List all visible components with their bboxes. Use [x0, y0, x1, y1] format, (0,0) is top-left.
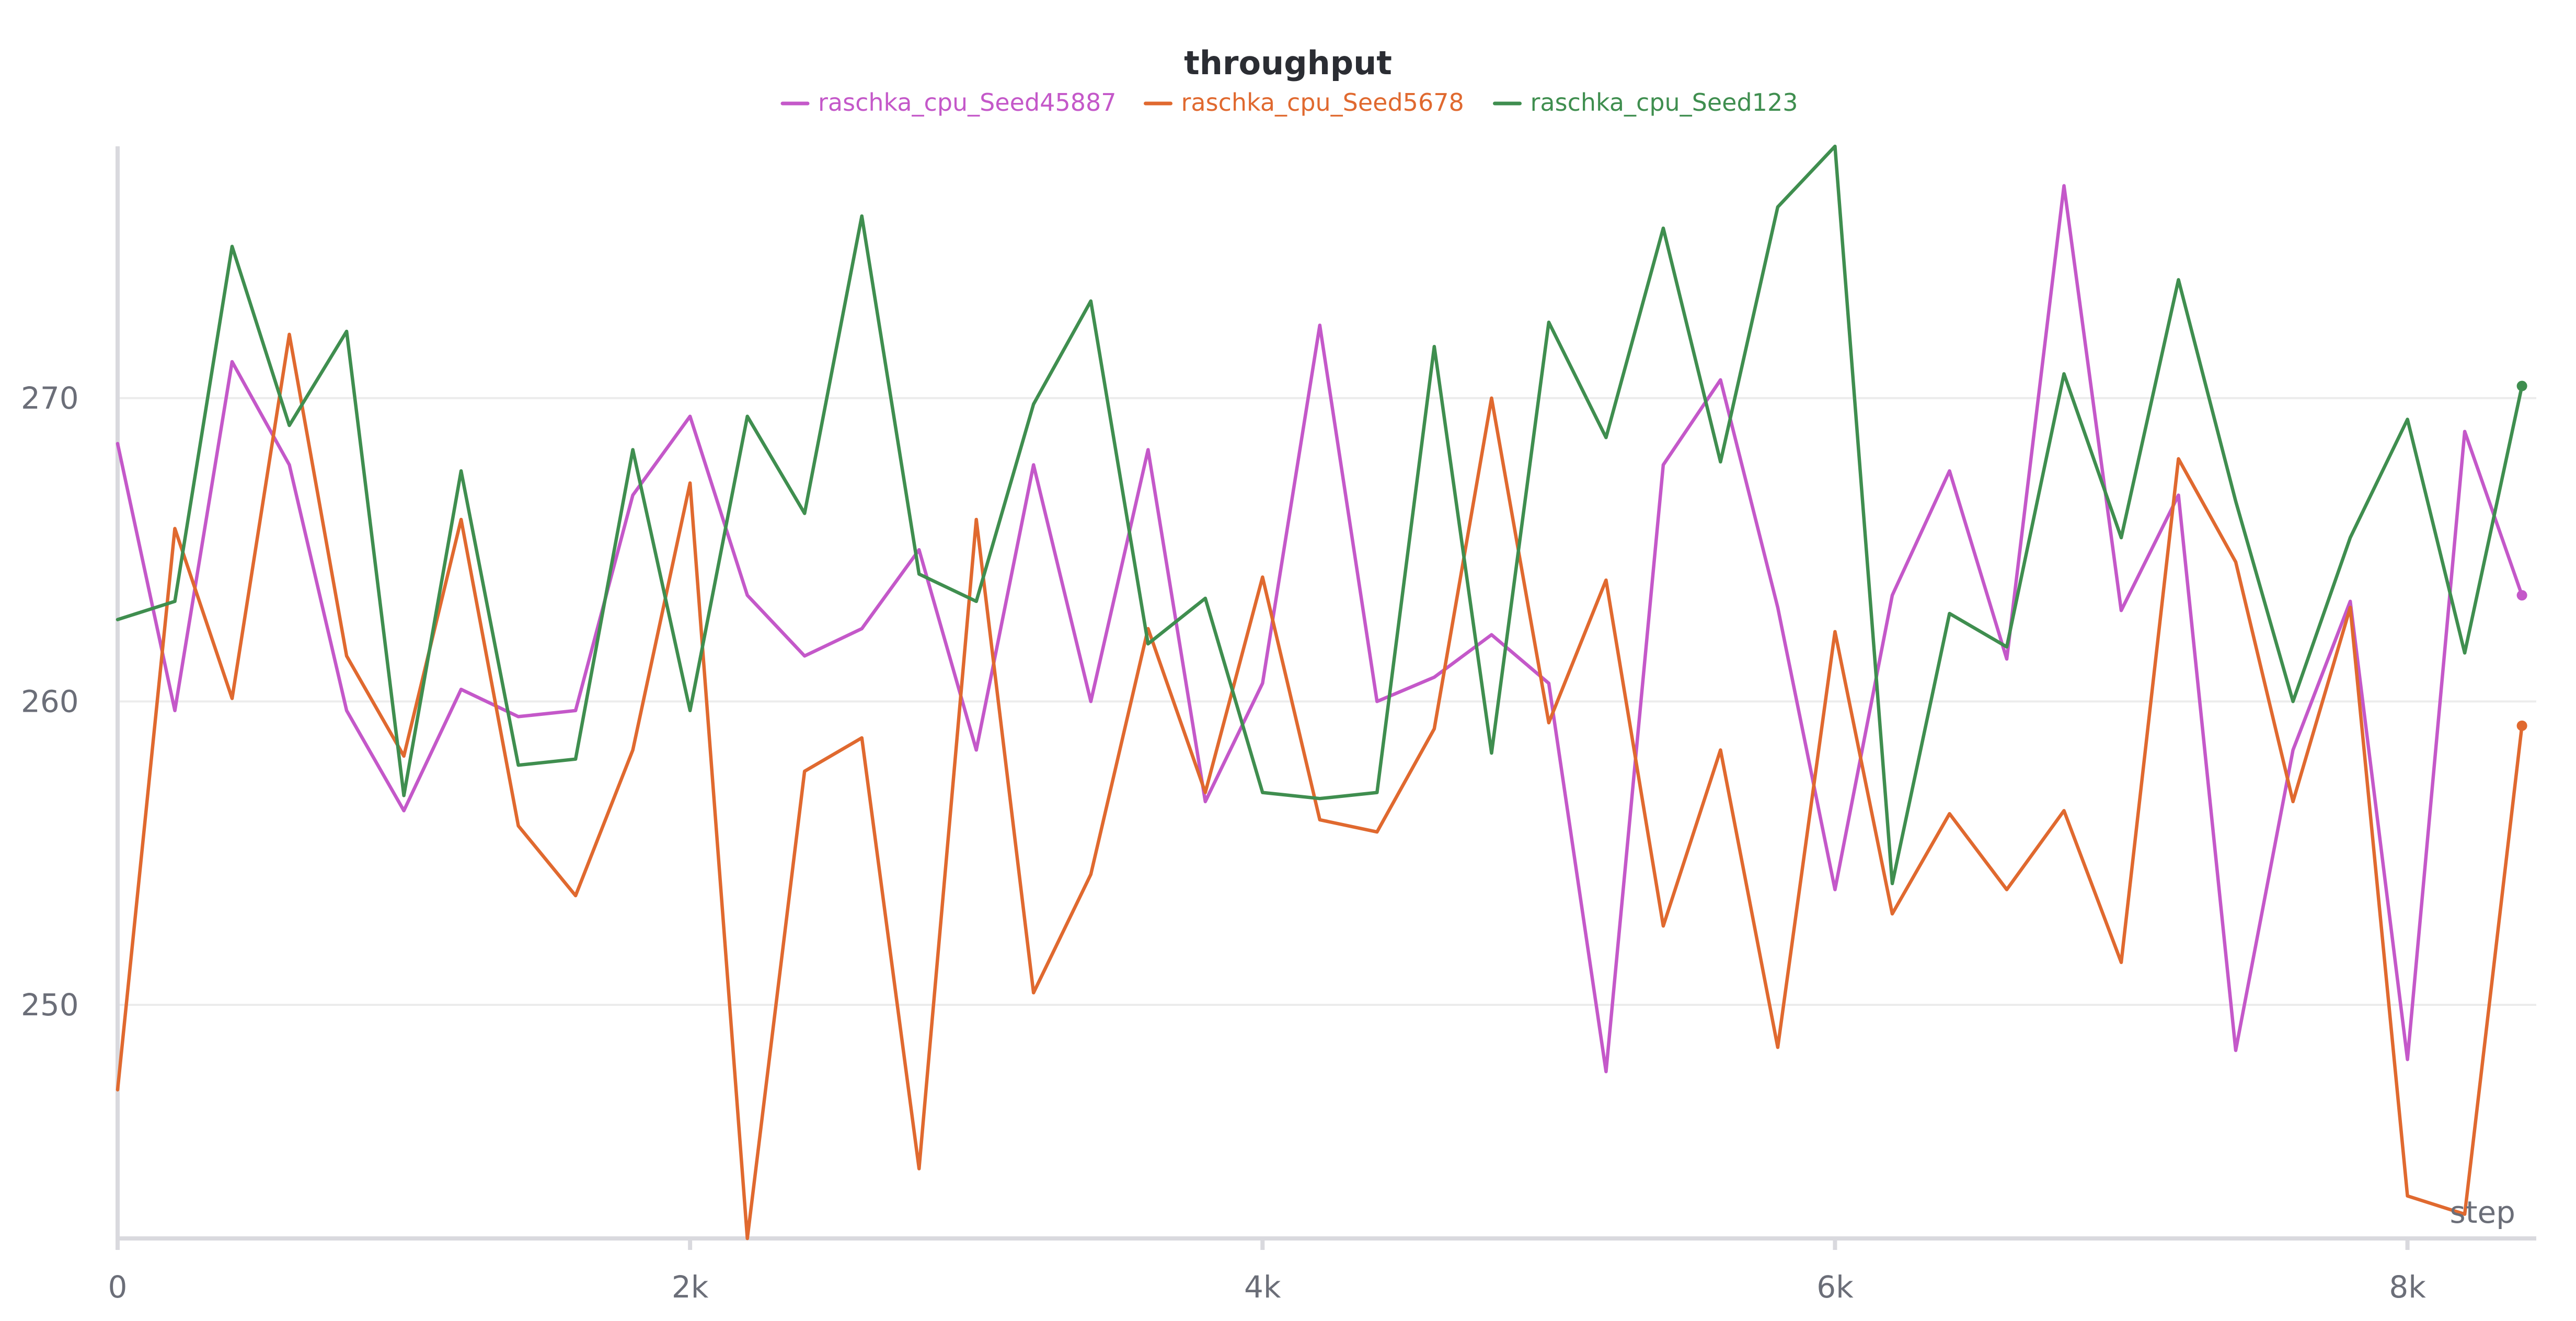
- series-line-raschka_cpu_Seed45887[interactable]: [116, 184, 2524, 1073]
- series-endpoint-raschka_cpu_Seed123: [2516, 380, 2527, 391]
- series-endpoints: [2516, 380, 2527, 731]
- series-endpoint-raschka_cpu_Seed5678: [2516, 720, 2527, 731]
- series-endpoint-raschka_cpu_Seed45887: [2516, 590, 2527, 601]
- x-tick-label: 0: [108, 1269, 128, 1305]
- x-tick-label: 8k: [2389, 1269, 2426, 1305]
- x-axis-label: step: [2450, 1195, 2515, 1230]
- legend[interactable]: raschka_cpu_Seed45887 raschka_cpu_Seed567…: [780, 88, 1798, 117]
- x-axis-ticks: 0 2k 4k 6k 8k: [108, 1238, 2426, 1305]
- x-tick-label: 2k: [672, 1269, 709, 1305]
- chart-title: throughput: [1184, 44, 1392, 82]
- legend-item-raschka_cpu_Seed45887[interactable]: raschka_cpu_Seed45887: [780, 88, 1117, 117]
- y-tick-label: 270: [21, 380, 79, 416]
- axes: [116, 146, 2536, 1241]
- legend-label: raschka_cpu_Seed123: [1531, 88, 1798, 117]
- legend-item-raschka_cpu_Seed5678[interactable]: raschka_cpu_Seed5678: [1144, 88, 1464, 117]
- x-tick-label: 6k: [1816, 1269, 1854, 1305]
- x-tick-label: 4k: [1244, 1269, 1281, 1305]
- series-line-raschka_cpu_Seed123[interactable]: [116, 144, 2524, 886]
- y-axis-ticks: 250 260 270: [21, 380, 79, 1023]
- series-lines[interactable]: [116, 144, 2524, 1241]
- series-line-raschka_cpu_Seed5678[interactable]: [116, 332, 2524, 1241]
- legend-label: raschka_cpu_Seed45887: [818, 88, 1117, 117]
- gridlines: [118, 397, 2536, 1006]
- y-tick-label: 260: [21, 683, 79, 719]
- legend-label: raschka_cpu_Seed5678: [1181, 88, 1464, 117]
- legend-item-raschka_cpu_Seed123[interactable]: raschka_cpu_Seed123: [1493, 88, 1798, 117]
- y-tick-label: 250: [21, 987, 79, 1023]
